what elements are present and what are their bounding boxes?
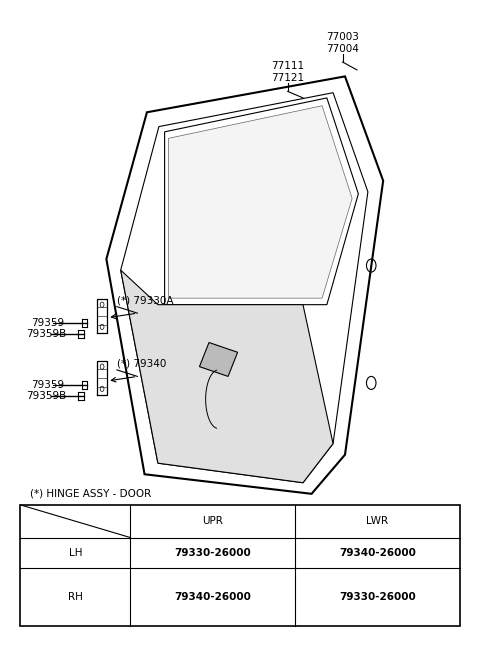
Text: (*) 79330A: (*) 79330A (117, 295, 173, 305)
Text: 77111
77121: 77111 77121 (271, 62, 304, 83)
Text: RH: RH (68, 592, 83, 602)
Bar (21, 505, 459, 626)
Text: 79340-26000: 79340-26000 (174, 592, 251, 602)
Text: LWR: LWR (366, 516, 388, 526)
Text: 79340-26000: 79340-26000 (339, 548, 416, 557)
Text: 79359B: 79359B (26, 391, 66, 401)
Text: 77003
77004: 77003 77004 (326, 32, 359, 54)
Text: (*) HINGE ASSY - DOOR: (*) HINGE ASSY - DOOR (30, 489, 151, 498)
Polygon shape (120, 270, 333, 483)
Text: 79359B: 79359B (26, 329, 66, 339)
Text: 79330-26000: 79330-26000 (174, 548, 251, 557)
Text: UPR: UPR (202, 516, 223, 526)
Text: 79359: 79359 (32, 318, 65, 328)
Polygon shape (168, 105, 352, 298)
Text: 79330-26000: 79330-26000 (339, 592, 416, 602)
Text: 79359: 79359 (32, 380, 65, 390)
Text: (*) 79340: (*) 79340 (117, 358, 166, 369)
Text: LH: LH (69, 548, 82, 557)
Polygon shape (199, 343, 238, 377)
